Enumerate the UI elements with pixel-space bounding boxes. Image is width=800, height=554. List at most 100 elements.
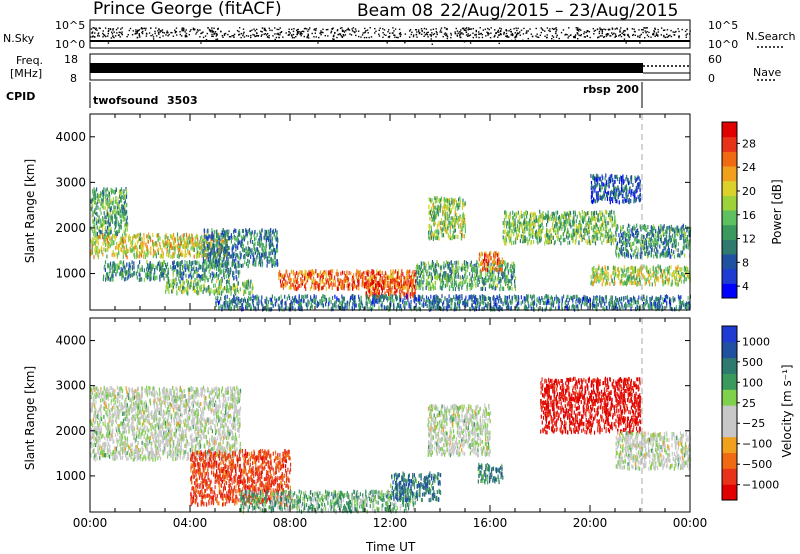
power-cell <box>129 237 131 241</box>
power-cell <box>605 305 608 310</box>
power-cell <box>91 243 93 248</box>
power-cell <box>395 269 397 274</box>
power-cell <box>329 282 331 287</box>
power-cell <box>351 294 354 299</box>
power-cell <box>243 282 245 287</box>
power-cell <box>673 307 676 312</box>
power-cell <box>218 235 220 240</box>
power-cell <box>583 302 586 307</box>
nsky-point <box>111 31 113 33</box>
nsky-point <box>655 32 658 34</box>
power-cell <box>585 296 587 301</box>
power-cell <box>168 290 170 294</box>
power-cell <box>257 240 260 245</box>
power-cell <box>112 269 114 274</box>
power-cell <box>226 231 228 236</box>
nsky-point <box>618 35 620 37</box>
nsky-point <box>143 27 145 29</box>
power-cell <box>545 305 548 310</box>
nsky-point <box>497 29 500 32</box>
power-cell <box>98 228 100 233</box>
power-cell <box>101 201 103 206</box>
nsky-point <box>332 35 335 37</box>
power-cell <box>270 256 272 261</box>
nsky-point <box>136 30 138 33</box>
nsky-point <box>435 30 438 33</box>
power-cell <box>191 233 193 238</box>
nsky-point <box>350 34 353 36</box>
power-cell <box>158 247 160 252</box>
power-cell <box>213 248 215 253</box>
power-cell <box>153 252 155 257</box>
nsky-point <box>499 27 501 29</box>
power-cell <box>430 294 432 299</box>
power-cell <box>147 271 149 276</box>
power-cell <box>121 190 123 194</box>
power-cell <box>166 247 168 252</box>
power-cell <box>608 301 610 306</box>
power-cell <box>103 237 105 242</box>
nsky-point <box>443 33 446 35</box>
nsky-point <box>660 34 663 36</box>
power-cell <box>366 279 368 284</box>
power-cell <box>515 295 518 300</box>
power-cell <box>204 246 206 251</box>
power-cell <box>139 273 141 278</box>
power-cell <box>132 235 134 240</box>
freq-unit: [MHz] <box>10 67 43 80</box>
power-cell <box>128 267 130 272</box>
nsky-point <box>465 29 467 32</box>
power-cell <box>318 272 320 277</box>
power-cell <box>252 294 254 299</box>
power-cell <box>377 286 379 291</box>
power-cell <box>359 272 361 277</box>
power-cell <box>183 288 185 293</box>
power-cell <box>112 210 114 215</box>
power-cell <box>185 273 187 278</box>
nsky-point <box>506 35 508 37</box>
power-cell <box>183 280 185 285</box>
nsky-point <box>639 35 641 37</box>
power-cell <box>133 248 135 252</box>
power-cell <box>108 225 110 230</box>
power-cell <box>179 266 181 271</box>
power-cell <box>432 305 434 310</box>
power-cell <box>166 287 168 292</box>
power-cell <box>125 234 127 239</box>
power-cell <box>183 233 185 238</box>
power-cell <box>201 235 203 239</box>
power-cell <box>182 252 184 257</box>
power-cell <box>451 297 453 302</box>
power-cell <box>106 187 108 192</box>
power-cell <box>135 235 137 240</box>
power-cell <box>104 260 107 265</box>
nsky-point <box>511 34 514 37</box>
power-cell <box>120 187 123 192</box>
power-cell <box>148 272 150 277</box>
nsky-point <box>638 29 640 31</box>
power-cell <box>171 246 174 251</box>
power-cell <box>211 250 213 255</box>
power-cell <box>228 304 230 309</box>
power-cell <box>150 251 152 256</box>
nsky-point <box>186 35 188 38</box>
power-cell <box>177 239 179 244</box>
power-cell <box>268 251 270 256</box>
power-cell <box>348 301 350 306</box>
power-cell <box>139 251 141 256</box>
nsky-point <box>113 31 115 33</box>
power-cell <box>238 270 240 275</box>
power-cell <box>92 229 94 234</box>
power-cell <box>108 203 110 208</box>
nsky-point <box>102 33 105 36</box>
power-cell <box>241 239 243 243</box>
power-cell <box>402 303 404 308</box>
power-cell <box>102 241 104 246</box>
power-cell <box>199 240 201 245</box>
nsky-point <box>608 29 610 31</box>
power-cell <box>173 232 175 237</box>
power-cell <box>198 273 200 278</box>
power-cell <box>288 285 290 290</box>
power-cell <box>96 232 98 236</box>
nsky-point <box>486 31 488 33</box>
